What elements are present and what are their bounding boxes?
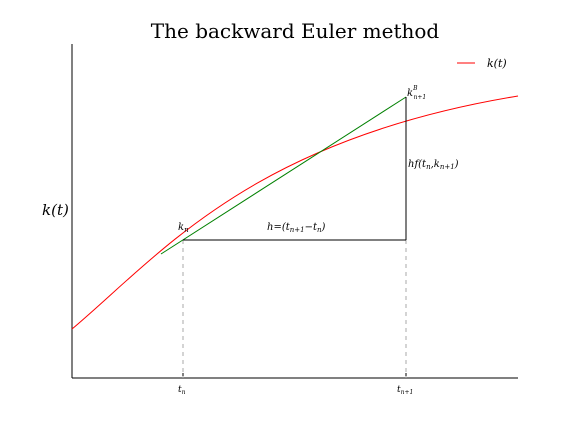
tick-label-t-n1: tn+1 xyxy=(397,385,413,396)
y-axis-label: k(t) xyxy=(42,201,69,219)
label-step-h: h=(tn+1−tn) xyxy=(267,222,326,234)
tick-label-t-n: tn xyxy=(178,385,186,396)
legend-label: k(t) xyxy=(487,57,507,70)
label-rise: hf(tn,kn+1) xyxy=(408,159,459,171)
label-k-n: kn xyxy=(178,222,189,234)
legend: k(t) xyxy=(457,57,507,70)
tangent-line xyxy=(160,96,407,255)
diagram-title: The backward Euler method xyxy=(151,19,440,43)
label-k-b-n1: kB n+1 xyxy=(407,85,426,101)
curve-k-t xyxy=(71,95,519,330)
